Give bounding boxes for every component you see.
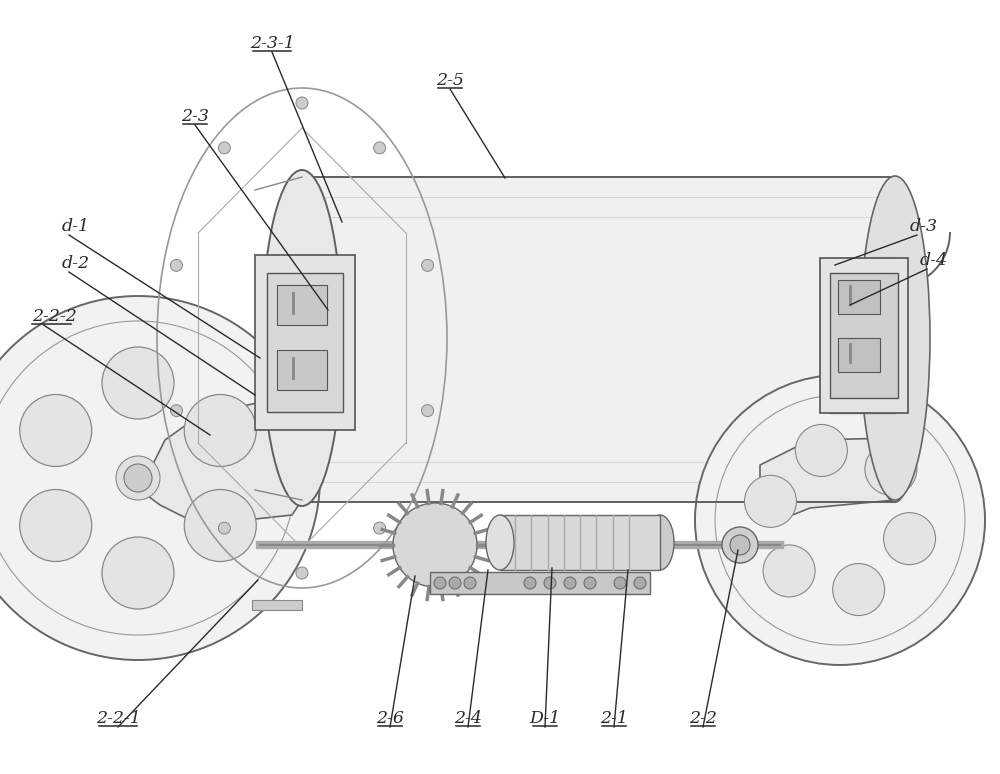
Ellipse shape xyxy=(646,515,674,570)
Ellipse shape xyxy=(584,577,596,589)
Ellipse shape xyxy=(374,522,386,534)
Ellipse shape xyxy=(393,503,477,587)
Ellipse shape xyxy=(296,567,308,579)
Ellipse shape xyxy=(434,577,446,589)
Ellipse shape xyxy=(374,142,386,154)
Ellipse shape xyxy=(102,347,174,419)
Ellipse shape xyxy=(564,577,576,589)
Bar xyxy=(302,177,895,502)
Ellipse shape xyxy=(763,545,815,597)
Ellipse shape xyxy=(170,405,182,416)
Bar xyxy=(277,350,327,390)
Ellipse shape xyxy=(20,395,92,467)
Ellipse shape xyxy=(833,563,885,615)
Ellipse shape xyxy=(860,176,930,500)
Ellipse shape xyxy=(722,527,758,563)
Ellipse shape xyxy=(449,577,461,589)
Text: 2-3-1: 2-3-1 xyxy=(250,35,294,52)
Bar xyxy=(430,572,650,594)
Bar xyxy=(838,280,880,314)
Ellipse shape xyxy=(102,537,174,609)
Ellipse shape xyxy=(634,577,646,589)
Text: d-4: d-4 xyxy=(920,252,948,269)
Ellipse shape xyxy=(20,489,92,561)
Text: d-3: d-3 xyxy=(910,218,938,235)
Text: d-2: d-2 xyxy=(62,255,90,272)
Text: 2-6: 2-6 xyxy=(376,710,404,727)
Ellipse shape xyxy=(464,577,476,589)
Polygon shape xyxy=(140,395,302,525)
Bar xyxy=(500,515,660,570)
Ellipse shape xyxy=(124,464,152,492)
Ellipse shape xyxy=(296,97,308,109)
Text: 2-2-1: 2-2-1 xyxy=(96,710,140,727)
Ellipse shape xyxy=(218,522,230,534)
Bar xyxy=(838,338,880,372)
Ellipse shape xyxy=(867,177,923,502)
Ellipse shape xyxy=(184,489,256,561)
Ellipse shape xyxy=(422,405,434,416)
Ellipse shape xyxy=(865,443,917,495)
Ellipse shape xyxy=(170,259,182,272)
Text: 2-5: 2-5 xyxy=(436,72,464,89)
Ellipse shape xyxy=(614,577,626,589)
Ellipse shape xyxy=(730,535,750,555)
Ellipse shape xyxy=(0,296,320,660)
Text: d-1: d-1 xyxy=(62,218,90,235)
Text: D-1: D-1 xyxy=(529,710,561,727)
Polygon shape xyxy=(760,438,895,520)
Text: 2-2: 2-2 xyxy=(689,710,717,727)
Bar xyxy=(255,255,355,430)
Bar xyxy=(267,273,343,412)
Ellipse shape xyxy=(544,577,556,589)
Ellipse shape xyxy=(744,475,796,527)
Ellipse shape xyxy=(422,259,434,272)
Ellipse shape xyxy=(116,456,160,500)
Text: 2-4: 2-4 xyxy=(454,710,482,727)
Ellipse shape xyxy=(884,512,936,565)
Ellipse shape xyxy=(486,515,514,570)
Ellipse shape xyxy=(218,142,230,154)
Bar xyxy=(820,258,908,413)
Ellipse shape xyxy=(524,577,536,589)
Bar xyxy=(830,273,898,398)
Ellipse shape xyxy=(184,395,256,467)
Ellipse shape xyxy=(262,170,342,506)
Ellipse shape xyxy=(695,375,985,665)
Text: 2-2-2: 2-2-2 xyxy=(32,308,77,325)
Text: 2-1: 2-1 xyxy=(600,710,628,727)
Ellipse shape xyxy=(795,424,847,477)
Bar xyxy=(252,600,302,610)
Bar xyxy=(277,285,327,325)
Text: 2-3: 2-3 xyxy=(181,108,209,125)
